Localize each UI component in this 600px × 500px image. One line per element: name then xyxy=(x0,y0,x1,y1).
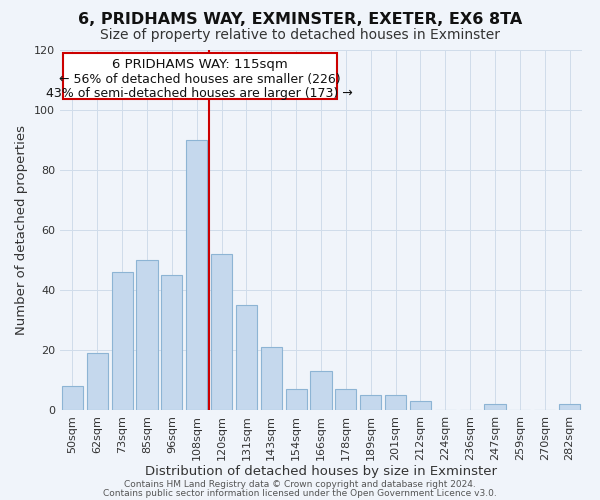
Text: 6 PRIDHAMS WAY: 115sqm: 6 PRIDHAMS WAY: 115sqm xyxy=(112,58,287,71)
Bar xyxy=(385,395,406,410)
Text: Distribution of detached houses by size in Exminster: Distribution of detached houses by size … xyxy=(145,464,497,477)
Bar xyxy=(161,275,182,410)
Text: Contains public sector information licensed under the Open Government Licence v3: Contains public sector information licen… xyxy=(103,489,497,498)
Bar xyxy=(112,272,133,410)
Bar xyxy=(484,404,506,410)
Text: 43% of semi-detached houses are larger (173) →: 43% of semi-detached houses are larger (… xyxy=(46,86,353,100)
Bar xyxy=(286,389,307,410)
Text: Contains HM Land Registry data © Crown copyright and database right 2024.: Contains HM Land Registry data © Crown c… xyxy=(124,480,476,489)
FancyBboxPatch shape xyxy=(62,52,337,98)
Bar xyxy=(87,353,108,410)
Bar xyxy=(261,347,282,410)
Text: 6, PRIDHAMS WAY, EXMINSTER, EXETER, EX6 8TA: 6, PRIDHAMS WAY, EXMINSTER, EXETER, EX6 … xyxy=(78,12,522,28)
Bar xyxy=(360,395,381,410)
Text: ← 56% of detached houses are smaller (226): ← 56% of detached houses are smaller (22… xyxy=(59,74,340,86)
Text: Size of property relative to detached houses in Exminster: Size of property relative to detached ho… xyxy=(100,28,500,42)
Bar xyxy=(310,371,332,410)
Bar xyxy=(236,305,257,410)
Bar xyxy=(186,140,207,410)
Bar xyxy=(211,254,232,410)
Bar xyxy=(335,389,356,410)
Bar xyxy=(559,404,580,410)
Y-axis label: Number of detached properties: Number of detached properties xyxy=(16,125,28,335)
Bar xyxy=(136,260,158,410)
Bar xyxy=(410,401,431,410)
Bar xyxy=(62,386,83,410)
